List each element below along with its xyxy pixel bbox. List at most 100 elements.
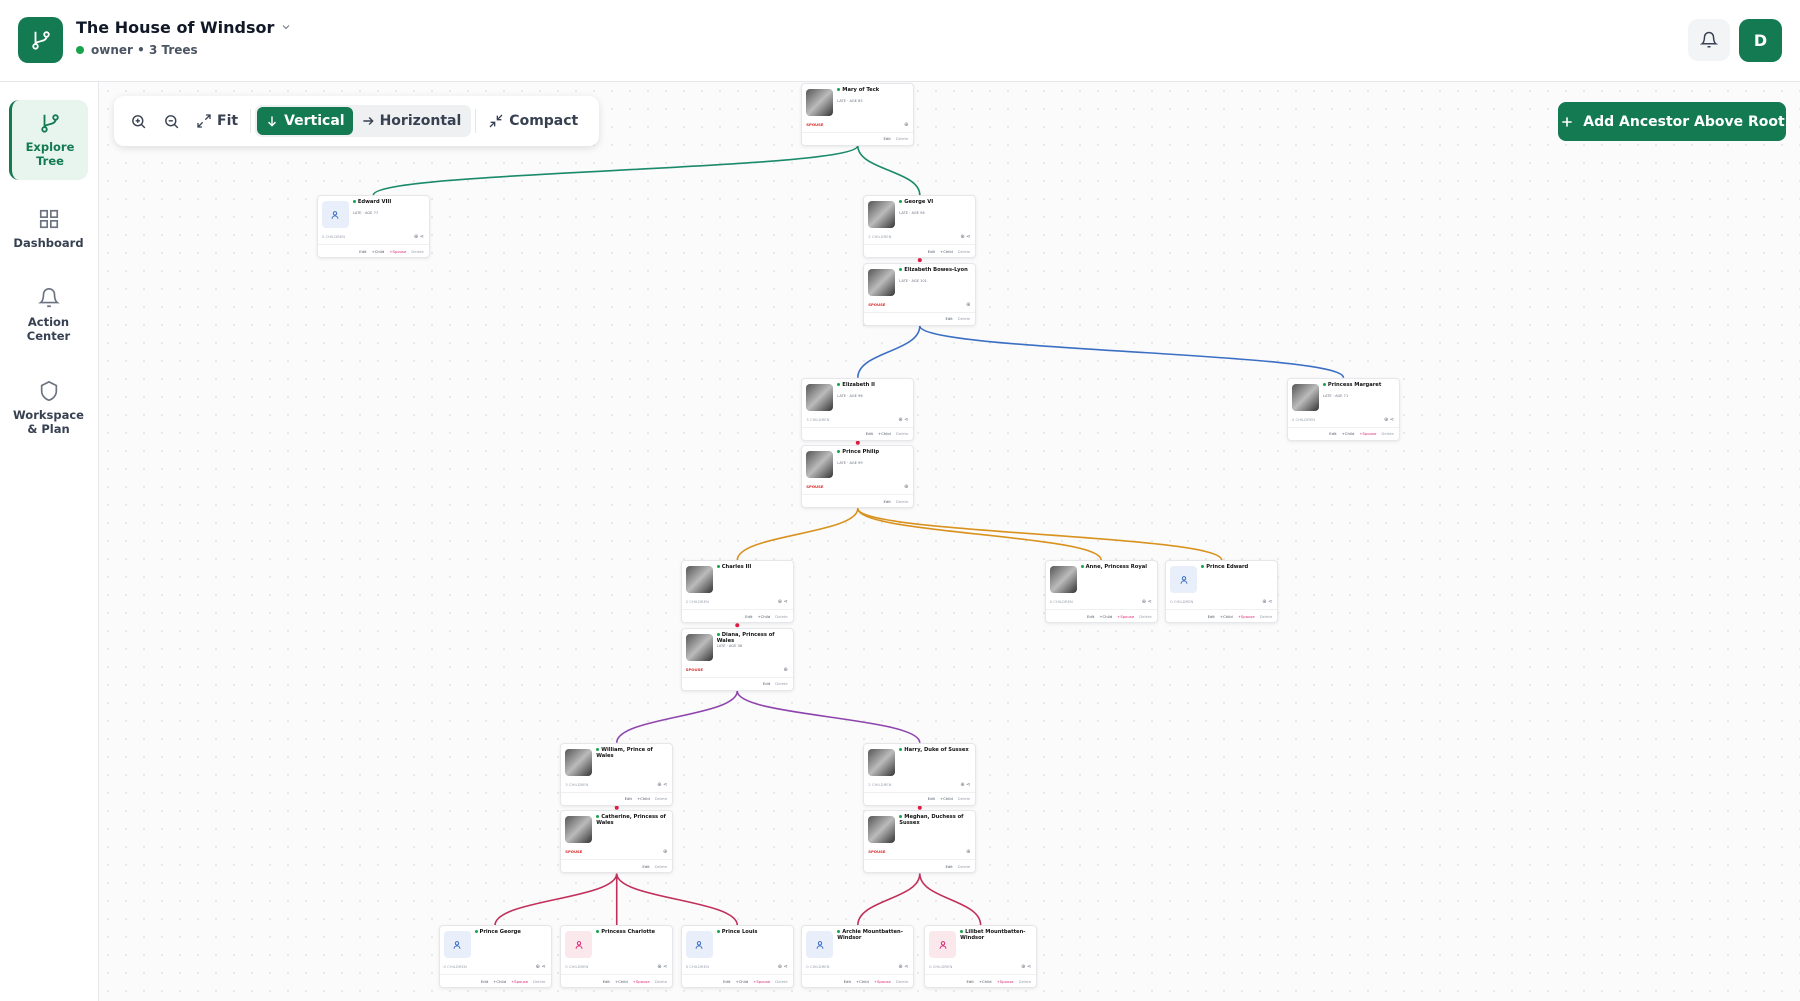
card-action[interactable]: +Child bbox=[757, 613, 771, 619]
card-action[interactable]: +Child bbox=[878, 431, 891, 437]
card-action[interactable]: Edit bbox=[1207, 613, 1215, 619]
card-action[interactable]: +Child bbox=[978, 978, 992, 984]
card-action[interactable]: Delete bbox=[1018, 978, 1032, 984]
card-action[interactable]: Delete bbox=[895, 431, 909, 437]
tree-canvas: Mary of Teck LATE · AGE 85 SPOUSE ⊕ Edit Dele… bbox=[99, 82, 1800, 1001]
card-action[interactable]: Delete bbox=[775, 681, 788, 687]
card-action[interactable]: Delete bbox=[1381, 431, 1394, 437]
add-ancestor-button[interactable]: Add Ancestor Above Root bbox=[1558, 102, 1786, 141]
card-action[interactable]: +Child bbox=[940, 248, 953, 254]
card-action[interactable]: +Child bbox=[614, 978, 628, 984]
nav-explore-tree[interactable]: Explore Tree bbox=[9, 100, 88, 180]
card-action[interactable]: +Child bbox=[493, 978, 506, 984]
avatar bbox=[1170, 566, 1198, 594]
nav-action-center[interactable]: Action Center bbox=[9, 287, 88, 343]
person-card[interactable]: Lilibet Mountbatten-Windsor 0 CHILDREN ⊕ ⋖… bbox=[924, 925, 1038, 989]
card-action[interactable]: +Child bbox=[940, 796, 953, 802]
person-card[interactable]: Charles III 2 CHILDREN ⊕ ⋖ Edit +Child Delete bbox=[680, 560, 794, 624]
person-card[interactable]: Mary of Teck LATE · AGE 85 SPOUSE ⊕ Edit Dele… bbox=[801, 82, 915, 146]
card-action[interactable]: Delete bbox=[957, 796, 971, 802]
card-action[interactable]: Delete bbox=[895, 498, 909, 504]
card-action[interactable]: Delete bbox=[957, 316, 971, 322]
person-card[interactable]: Prince Philip LATE · AGE 99 SPOUSE ⊕ Edit Del… bbox=[801, 445, 915, 509]
person-card[interactable]: Harry, Duke of Sussex 2 CHILDREN ⊕ ⋖ Edit +C… bbox=[863, 742, 977, 806]
card-action[interactable]: Delete bbox=[654, 863, 668, 869]
card-action[interactable]: Edit bbox=[865, 431, 874, 437]
logo[interactable] bbox=[18, 17, 63, 63]
card-action[interactable]: +Spouse bbox=[511, 978, 529, 984]
card-action[interactable]: +Spouse bbox=[632, 978, 650, 984]
person-card[interactable]: Elizabeth II LATE · AGE 96 3 CHILDREN ⊕ ⋖ Ed… bbox=[801, 377, 915, 441]
card-action[interactable]: Edit bbox=[624, 796, 632, 802]
card-action[interactable]: +Child bbox=[856, 978, 869, 984]
card-action[interactable]: Edit bbox=[1087, 613, 1095, 619]
person-card[interactable]: Prince George 0 CHILDREN ⊕ ⋖ Edit +Child +Spo… bbox=[438, 925, 552, 989]
fit-button[interactable]: Fit bbox=[188, 107, 246, 135]
card-action[interactable]: Delete bbox=[895, 136, 909, 142]
horizontal-button[interactable]: Horizontal bbox=[353, 107, 470, 135]
person-card[interactable]: Diana, Princess of Wales LATE · AGE 36 SPO… bbox=[680, 627, 794, 691]
card-action[interactable]: Edit bbox=[602, 978, 610, 984]
card-action[interactable]: Delete bbox=[1139, 613, 1152, 619]
card-action[interactable]: +Spouse bbox=[389, 248, 407, 254]
card-action[interactable]: Edit bbox=[883, 136, 891, 142]
card-action[interactable]: +Spouse bbox=[753, 978, 771, 984]
card-action[interactable]: +Spouse bbox=[996, 978, 1014, 984]
card-action[interactable]: Delete bbox=[411, 248, 424, 254]
zoom-out[interactable] bbox=[155, 107, 188, 136]
card-action[interactable]: +Spouse bbox=[1237, 613, 1255, 619]
card-action[interactable]: +Child bbox=[636, 796, 650, 802]
card-action[interactable]: Delete bbox=[775, 978, 788, 984]
person-card[interactable]: Meghan, Duchess of Sussex SPOUSE ⊕ Edit Dele… bbox=[863, 810, 977, 874]
person-card[interactable]: Prince Edward 0 CHILDREN ⊕ ⋖ Edit +Child +Spo… bbox=[1165, 560, 1279, 624]
card-action[interactable]: Delete bbox=[957, 863, 971, 869]
tree-title[interactable]: The House of Windsor bbox=[76, 18, 292, 37]
person-card[interactable]: George VI LATE · AGE 56 2 CHILDREN ⊕ ⋖ Edit +… bbox=[863, 195, 977, 259]
card-action[interactable]: Delete bbox=[533, 978, 546, 984]
nav-dashboard[interactable]: Dashboard bbox=[9, 208, 88, 250]
card-action[interactable]: Edit bbox=[359, 248, 367, 254]
person-card[interactable]: Elizabeth Bowes-Lyon LATE · AGE 101 SPOUSE… bbox=[863, 262, 977, 326]
card-action[interactable]: Delete bbox=[775, 613, 788, 619]
person-card[interactable]: Princess Margaret LATE · AGE 71 0 CHILDREN… bbox=[1286, 377, 1400, 441]
person-card[interactable]: William, Prince of Wales 3 CHILDREN ⊕ ⋖ Edi… bbox=[560, 742, 674, 806]
card-action[interactable]: +Spouse bbox=[1117, 613, 1135, 619]
card-action[interactable]: Delete bbox=[654, 978, 668, 984]
card-action[interactable]: Edit bbox=[927, 796, 936, 802]
card-action[interactable]: Edit bbox=[966, 978, 974, 984]
card-action[interactable]: +Child bbox=[735, 978, 749, 984]
person-card[interactable]: Princess Charlotte 0 CHILDREN ⊕ ⋖ Edit +Chil… bbox=[560, 925, 674, 989]
card-action[interactable]: Edit bbox=[723, 978, 731, 984]
card-action[interactable]: Delete bbox=[895, 978, 909, 984]
person-card[interactable]: Catherine, Princess of Wales SPOUSE ⊕ Edit D… bbox=[560, 810, 674, 874]
person-card[interactable]: Prince Louis 0 CHILDREN ⊕ ⋖ Edit +Child +Spou… bbox=[680, 925, 794, 989]
card-action[interactable]: Edit bbox=[1329, 431, 1337, 437]
card-action[interactable]: Edit bbox=[945, 316, 953, 322]
vertical-button[interactable]: Vertical bbox=[257, 107, 353, 135]
card-action[interactable]: +Child bbox=[1099, 613, 1113, 619]
card-action[interactable]: Edit bbox=[945, 863, 953, 869]
card-action[interactable]: Delete bbox=[654, 796, 668, 802]
nav-workspace[interactable]: Workspace & Plan bbox=[9, 380, 88, 436]
card-action[interactable]: Edit bbox=[843, 978, 851, 984]
card-action[interactable]: +Child bbox=[1219, 613, 1233, 619]
user-avatar[interactable]: D bbox=[1739, 19, 1782, 62]
person-card[interactable]: Anne, Princess Royal 0 CHILDREN ⊕ ⋖ Edit +Ch… bbox=[1044, 560, 1158, 624]
card-action[interactable]: Edit bbox=[762, 681, 771, 687]
card-action[interactable]: Edit bbox=[480, 978, 489, 984]
zoom-in[interactable] bbox=[122, 107, 155, 136]
card-action[interactable]: Edit bbox=[883, 498, 891, 504]
card-action[interactable]: Delete bbox=[1259, 613, 1273, 619]
card-action[interactable]: Edit bbox=[745, 613, 753, 619]
card-action[interactable]: +Child bbox=[1341, 431, 1355, 437]
card-action[interactable]: +Spouse bbox=[873, 978, 891, 984]
compact-button[interactable]: Compact bbox=[480, 107, 586, 135]
card-action[interactable]: Edit bbox=[927, 248, 936, 254]
card-action[interactable]: +Spouse bbox=[1359, 431, 1377, 437]
card-action[interactable]: +Child bbox=[371, 248, 385, 254]
person-card[interactable]: Archie Mountbatten-Windsor 0 CHILDREN ⊕ ⋖ E… bbox=[801, 925, 915, 989]
card-action[interactable]: Delete bbox=[957, 248, 971, 254]
notifications-button[interactable] bbox=[1688, 19, 1730, 61]
person-card[interactable]: Edward VIII LATE · AGE 77 0 CHILDREN ⊕ ⋖ Edi… bbox=[316, 195, 430, 259]
card-action[interactable]: Edit bbox=[642, 863, 650, 869]
